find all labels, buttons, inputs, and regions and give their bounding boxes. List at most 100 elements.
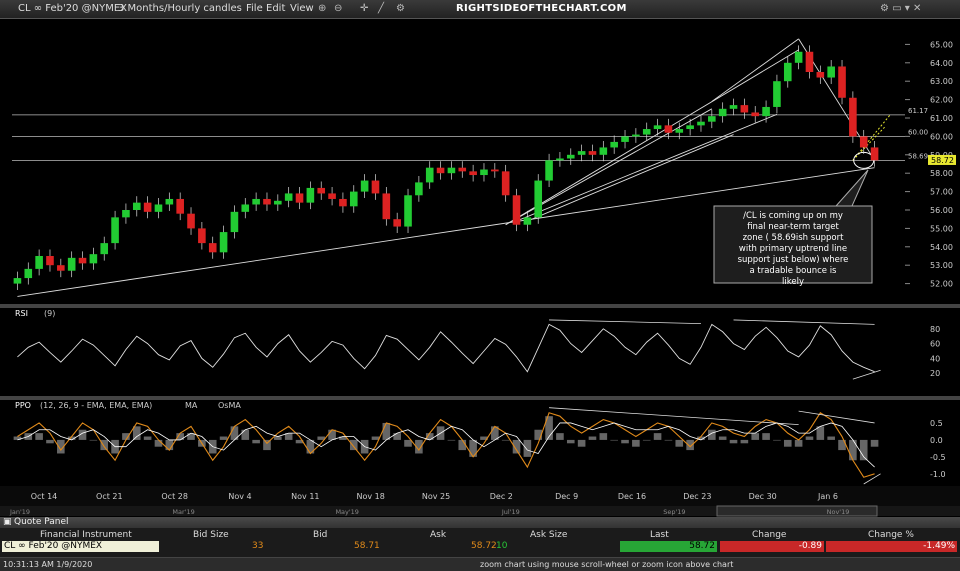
osma-bar [165, 439, 174, 451]
osma-bar [154, 439, 163, 447]
overview-label: Jul'19 [501, 508, 520, 516]
candle [295, 193, 304, 203]
period-dropdown[interactable]: 3 Months/Hourly candles [118, 3, 242, 14]
candle [89, 254, 98, 264]
header-ask-size[interactable]: Ask Size [530, 530, 568, 540]
osma-bar [870, 439, 879, 447]
osma-bar [849, 439, 857, 461]
chart-canvas[interactable]: 61.17 60.00 58.69 52.00 53.00 54.00 55.00 56.0… [0, 18, 960, 517]
menu-edit[interactable]: Edit [266, 3, 286, 14]
candle [870, 147, 879, 161]
candle [480, 169, 488, 176]
price-tick-label: 62.00 [930, 96, 953, 105]
price-tick-label: 57.00 [930, 188, 953, 197]
ppo-tick-label: 0.0 [930, 436, 943, 445]
osma-bar [729, 439, 738, 444]
quote-ask: 58.72 [471, 541, 497, 551]
header-ask[interactable]: Ask [430, 530, 447, 540]
candle [154, 204, 163, 212]
candle [24, 268, 33, 279]
price-tick-label: 61.00 [930, 114, 953, 123]
rsi-tick-label: 40 [930, 354, 940, 363]
menu-file[interactable]: File [246, 3, 263, 14]
zoom-out-icon[interactable]: ⊖ [334, 3, 343, 14]
osma-bar [751, 433, 760, 440]
price-tick-label: 63.00 [930, 77, 953, 86]
price-tick-label: 53.00 [930, 261, 953, 270]
osma-bar [794, 439, 803, 447]
symbol-label[interactable]: CL ∞ Feb'20 @NYMEX [18, 3, 127, 14]
header-bid[interactable]: Bid [313, 530, 328, 540]
ppo-pane: -1.0 -0.5 0.0 0.5 [13, 407, 946, 485]
rsi-tick-label: 80 [930, 325, 940, 334]
candle [545, 160, 553, 181]
ppo-tick-label: 0.5 [930, 419, 943, 428]
header-change-pct[interactable]: Change % [868, 530, 914, 540]
settings-icon[interactable]: ⚙ [396, 3, 405, 14]
osma-bar [762, 433, 770, 440]
candle [371, 180, 380, 194]
callout-text: /CL is coming up on my final near-term ta… [738, 211, 849, 287]
time-tick-label: Nov 25 [422, 492, 450, 501]
price-tick-label: 65.00 [930, 40, 953, 49]
osma-bar [447, 439, 456, 441]
draw-line-icon[interactable]: ╱ [378, 3, 385, 14]
candle [78, 257, 87, 264]
quote-ask-size: 10 [496, 541, 508, 551]
candle [675, 129, 684, 133]
candle [718, 108, 727, 117]
rsi-pane: 20 40 60 80 [17, 319, 940, 380]
window-controls-icon[interactable]: ⚙ ▭ ▾ ✕ [880, 3, 922, 14]
overview-label: Nov'19 [827, 508, 850, 516]
overview-strip: Jan'19 Mar'19 May'19 Jul'19 Sep'19 Nov'19 [0, 505, 960, 517]
candle [46, 256, 54, 266]
quote-bid-size: 33 [252, 541, 264, 551]
time-tick-label: Nov 4 [228, 492, 251, 501]
rsi-tick-label: 20 [930, 369, 940, 378]
candle [111, 217, 119, 244]
quote-row-instrument[interactable]: CL ∞ Feb'20 @NYMEX [2, 541, 159, 552]
header-change[interactable]: Change [752, 530, 787, 540]
collapse-icon[interactable]: ▣ [3, 517, 12, 527]
candle [328, 193, 336, 199]
time-tick-label: Dec 9 [555, 492, 578, 501]
trendline [527, 134, 734, 222]
candle [263, 198, 271, 205]
candle [686, 125, 694, 130]
ppo-tick-label: -1.0 [930, 470, 946, 479]
osma-bar [263, 439, 271, 451]
time-tick-label: Dec 30 [749, 492, 777, 501]
candle [187, 213, 195, 229]
osma-bar [588, 436, 597, 440]
osma-bar [556, 433, 564, 440]
candle [469, 171, 477, 176]
rsi-support-line [852, 369, 881, 380]
osma-bar [393, 433, 401, 440]
header-bid-size[interactable]: Bid Size [193, 530, 229, 540]
candle [404, 195, 412, 227]
candle [859, 136, 868, 148]
crosshair-icon[interactable]: ✛ [360, 3, 369, 14]
overview-label: May'19 [335, 508, 359, 516]
candle [317, 187, 326, 194]
candle [13, 278, 22, 284]
time-axis: Oct 14 Oct 21 Oct 28 Nov 4 Nov 11 Nov 18 Nov 2… [0, 486, 960, 506]
candle [773, 81, 781, 107]
osma-bar [241, 429, 250, 440]
menu-view[interactable]: View [290, 3, 314, 14]
osma-bar [415, 439, 423, 454]
candle [230, 211, 239, 233]
header-instrument[interactable]: Financial Instrument [40, 530, 132, 540]
candle [382, 193, 391, 220]
rsi-divergence-line [549, 319, 701, 325]
osma-bar [339, 436, 347, 440]
candle [57, 265, 65, 271]
zoom-in-icon[interactable]: ⊕ [318, 3, 327, 14]
header-last[interactable]: Last [650, 530, 669, 540]
candle [566, 154, 575, 159]
time-tick-label: Dec 23 [683, 492, 711, 501]
osma-bar [295, 439, 304, 444]
osma-bar [78, 429, 87, 440]
osma-bar [143, 436, 152, 440]
candle [621, 136, 629, 142]
